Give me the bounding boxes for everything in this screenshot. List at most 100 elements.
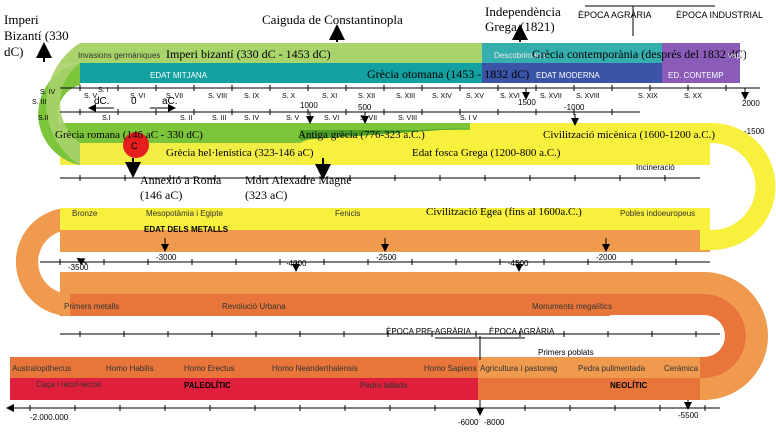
imperi-bizanti-callout-3: dC)	[4, 44, 24, 59]
year-1000: 1000	[300, 101, 318, 110]
antiga-grecia-label: Antiga grècia (776-323 a.C.)	[298, 129, 425, 141]
century-label-top: S. VII	[166, 93, 183, 100]
paleolitic-label: PALEOLÍTIC	[184, 381, 231, 390]
primers-poblats-label: Primers poblats	[538, 348, 594, 357]
imperi-bizanti-callout-1: Imperi	[4, 12, 39, 27]
year-m2000000: -2.000.000	[30, 413, 69, 422]
band1-teal	[80, 63, 482, 83]
band3-upper	[60, 208, 710, 230]
century-label-bc: S. V	[286, 115, 300, 122]
band2-green-wedge	[300, 128, 470, 140]
century-s-i-b: S.I	[102, 115, 111, 122]
century-label-top: S. XII	[358, 93, 375, 100]
ceramica-label: Ceràmica	[664, 364, 699, 373]
edat-moderna-label: EDAT MODERNA	[536, 71, 600, 80]
turn3-outer	[600, 272, 768, 400]
edat-metalls-label: EDAT DELS METALLS	[144, 225, 229, 234]
band4-upper	[60, 272, 610, 294]
century-label-top: S. VI	[130, 93, 145, 100]
band1-contemp-upper	[662, 43, 740, 63]
year-m1500: -1500	[744, 127, 765, 136]
pobles-label: Pobles indoeuropeus	[620, 209, 695, 218]
band5-pre-agraria-upper	[10, 357, 478, 379]
era-dividers	[435, 5, 715, 360]
year-m4000: -4000	[286, 259, 307, 268]
band2-lower-tint	[60, 143, 300, 165]
homo-habilis-label: Homo Habilis	[106, 364, 154, 373]
band1-contemp-lower	[662, 63, 740, 83]
vapor-label: vapor	[728, 51, 748, 60]
neolitic-label: NEOLÍTIC	[610, 381, 648, 390]
homo-neanderthalensis-label: Homo Neanderthalensis	[272, 364, 358, 373]
century-label-top: S. XIV	[432, 93, 452, 100]
year-1500: 1500	[518, 98, 536, 107]
year-500: 500	[358, 103, 372, 112]
callout-arrows	[36, 24, 528, 180]
grecia-otomana-label: Grècia otomana (1453 - 1832 dC)	[367, 67, 529, 81]
band5-paleolitic-lower	[10, 378, 478, 400]
year-m2500: -2500	[376, 253, 397, 262]
year-m8000: -8000	[484, 418, 505, 427]
epoca-pre-agraria-label: ÈPOCA PRE-AGRÀRIA	[386, 327, 472, 336]
primers-metalls-label: Primers metalls	[64, 302, 119, 311]
year-m2000: -2000	[596, 253, 617, 262]
century-label-bc: S. VI	[324, 115, 339, 122]
edat-mitjana-label: EDAT MITJANA	[150, 71, 208, 80]
independencia-label-2: Grega (1821)	[485, 19, 555, 34]
century-label-top: S. XVII	[540, 93, 562, 100]
annexio-label-1: Annexió a Roma	[140, 173, 222, 187]
fenicis-label: Fenicis	[335, 209, 360, 218]
year-m3500: -3500	[68, 263, 89, 272]
band5-neolitic-lower	[478, 378, 708, 400]
grecia-romana-label: Grècia romana (146 aC - 330 dC)	[55, 129, 203, 141]
revolucio-urbana-label: Revolució Urbana	[222, 302, 286, 311]
century-s-iv: S. IV	[40, 89, 56, 96]
century-label-top: S. VIII	[208, 93, 227, 100]
epoca-industrial: ÈPOCA INDUSTRIAL	[676, 10, 763, 20]
annexation-marker	[123, 132, 149, 158]
turn1-right-gap	[700, 165, 730, 208]
century-label-top: S. XIII	[396, 93, 415, 100]
invasions-label: Invasions germàniques	[78, 51, 160, 60]
turn0-outer	[46, 43, 80, 165]
imperi-bizanti-callout-2: Bizantí (330	[4, 28, 69, 43]
turn1-right	[700, 123, 776, 250]
century-label-top: S. XI	[322, 93, 337, 100]
homo-sapiens-label: Homo Sapiens	[424, 364, 476, 373]
century-label-top: S. XX	[684, 93, 702, 100]
mort-alexandre-label-2: (323 aC)	[245, 188, 287, 202]
turn2-outer	[16, 208, 70, 316]
pedra-pulimentada-label: Pedra pulimentada	[578, 364, 646, 373]
epoca-agraria-top: ÈPOCA AGRÀRIA	[578, 10, 652, 20]
century-label-top: S. XIX	[638, 93, 658, 100]
year-m4500: -4500	[508, 259, 529, 268]
edat-fosca-label: Edat fosca Grega (1200-800 a.C.)	[412, 147, 561, 159]
ed-contemp-label: ED. CONTEMP	[668, 71, 724, 80]
australopithecus-label: Australopithecus	[12, 364, 71, 373]
year-m3000: -3000	[156, 253, 177, 262]
year-m1000: -1000	[564, 103, 585, 112]
century-s-i-a: S. I	[98, 87, 109, 94]
civilitzacio-micenica-label: Civilització micènica (1600-1200 a.C.)	[543, 129, 715, 141]
annexio-label-2: (146 aC)	[140, 188, 182, 202]
axis-lines	[10, 87, 760, 409]
band1-light-green	[60, 43, 482, 63]
centuries-bc: S. II S. III S. IV S. V S. VI S. VII S. VIII S.…	[180, 115, 477, 122]
civilitzacio-egea-label: Civilització Egea (fins al 1600a.C.)	[426, 206, 582, 218]
year-m6000: -6000	[458, 418, 479, 427]
independencia-label-1: Independència	[485, 4, 561, 19]
century-label-bc: S. II	[180, 115, 193, 122]
band4-lower	[60, 294, 610, 316]
bronze-label: Bronze	[72, 209, 98, 218]
pedra-tallada-label: Pedra tallada	[360, 381, 408, 390]
century-label-bc: S. IV	[244, 115, 260, 122]
zero-label: 0	[131, 96, 137, 107]
centuries-top: S. V S. VI S. VII S. VIII S. IX S. X S. XI S. X…	[84, 93, 702, 100]
century-label-bc: S. III	[212, 115, 226, 122]
century-label-bc: S. I V	[460, 115, 477, 122]
century-label-top: S. V	[84, 93, 98, 100]
axis-ticks	[29, 85, 727, 411]
century-label-top: S. XV	[466, 93, 484, 100]
century-label-bc: S. VII	[360, 115, 377, 122]
monuments-label: Monuments megalítics	[532, 302, 612, 311]
